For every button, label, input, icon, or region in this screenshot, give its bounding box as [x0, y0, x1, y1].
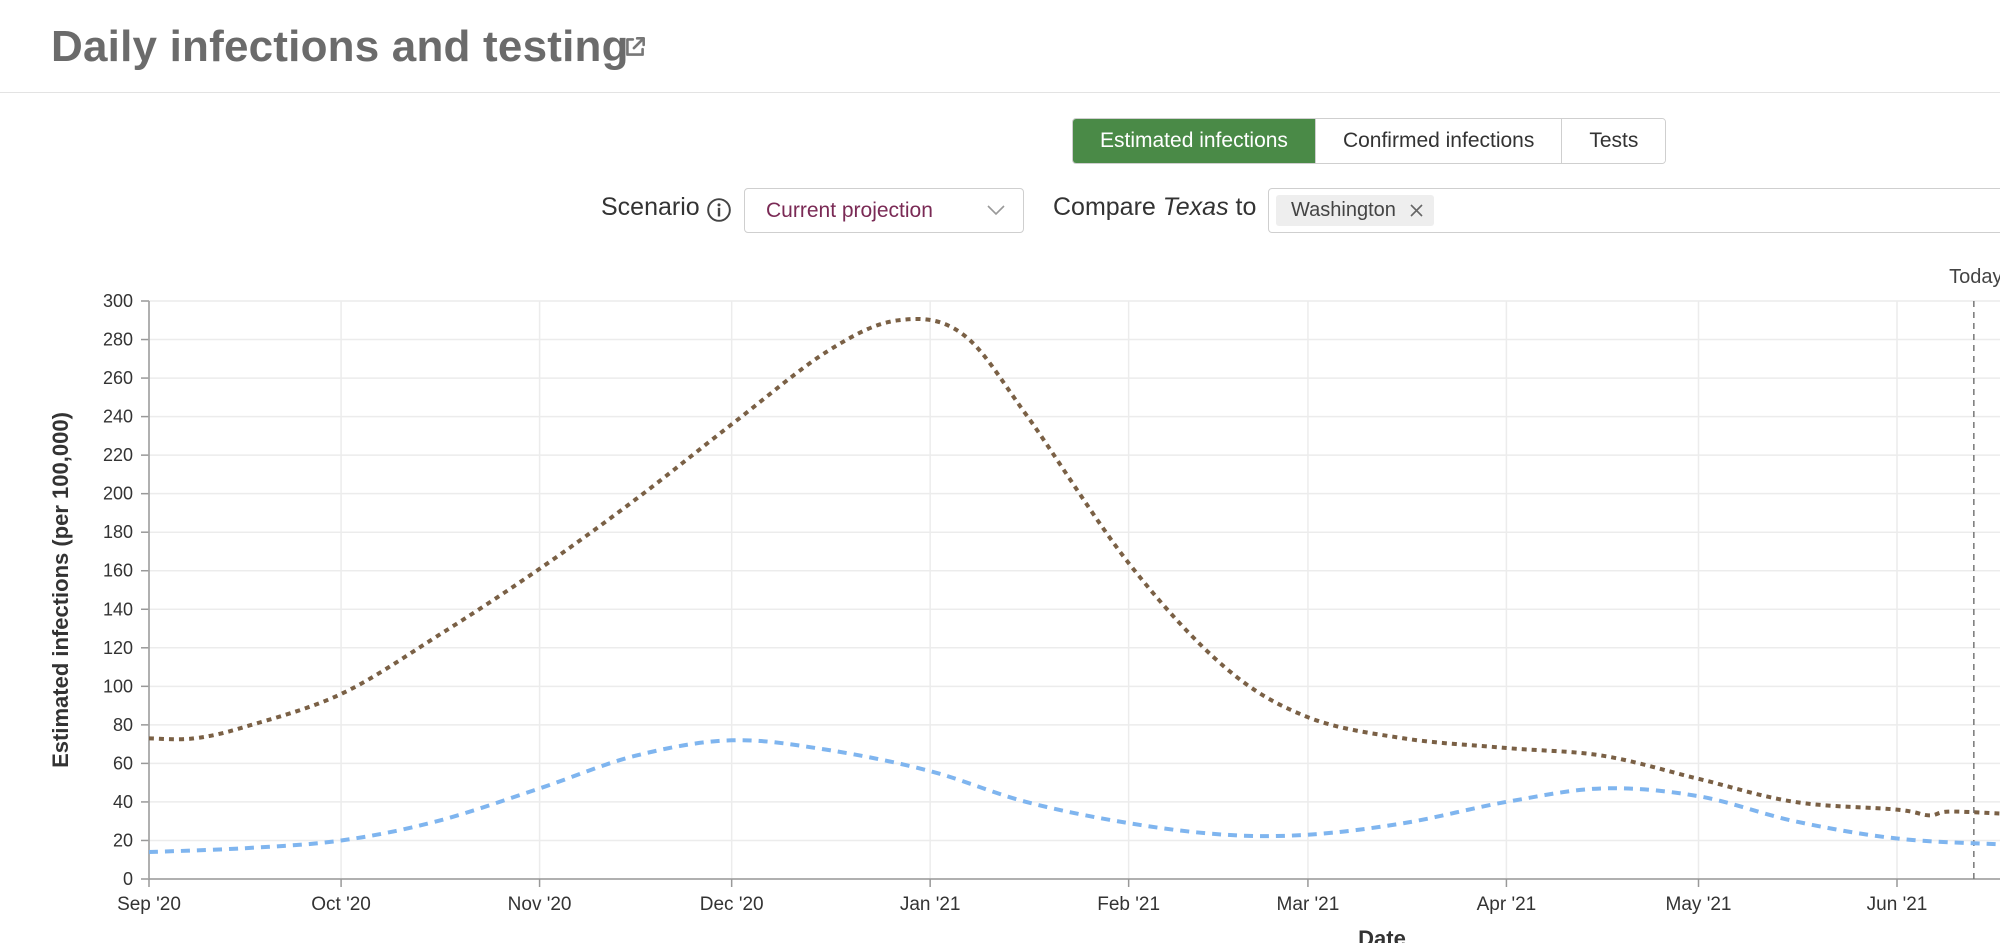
tab-estimated-infections[interactable]: Estimated infections	[1073, 119, 1316, 163]
y-tick-label: 280	[103, 330, 133, 350]
y-tick-label: 0	[123, 869, 133, 889]
x-tick-label: Jan '21	[900, 894, 961, 915]
y-tick-label: 60	[113, 753, 133, 773]
today-marker-label: Today	[1949, 266, 2000, 288]
close-icon[interactable]	[1409, 203, 1424, 218]
page-title: Daily infections and testing	[51, 22, 629, 71]
y-tick-label: 220	[103, 445, 133, 465]
metric-tabs: Estimated infections Confirmed infection…	[1072, 118, 1667, 164]
info-icon[interactable]	[706, 197, 732, 223]
x-tick-label: Jun '21	[1867, 894, 1928, 915]
series-line-texas	[148, 317, 2000, 818]
x-tick-label: Nov '20	[508, 894, 572, 915]
y-tick-label: 240	[103, 407, 133, 427]
scenario-label: Scenario	[601, 193, 700, 221]
compare-locations-input[interactable]: Washington	[1268, 188, 2000, 233]
x-tick-label: Apr '21	[1477, 894, 1537, 915]
y-tick-label: 160	[103, 561, 133, 581]
x-tick-label: Sep '20	[117, 894, 181, 915]
tab-confirmed-infections[interactable]: Confirmed infections	[1315, 119, 1563, 163]
x-tick-label: May '21	[1666, 894, 1732, 915]
compare-prefix: Compare	[1053, 193, 1156, 221]
tab-tests[interactable]: Tests	[1562, 119, 1666, 163]
compare-suffix: to	[1235, 193, 1257, 221]
series-line-washington	[148, 738, 2000, 854]
y-axis-title: Estimated infections (per 100,000)	[48, 412, 73, 768]
y-tick-label: 80	[113, 715, 133, 735]
y-tick-label: 120	[103, 638, 133, 658]
y-tick-label: 200	[103, 484, 133, 504]
scenario-value: Current projection	[766, 199, 933, 222]
y-tick-label: 20	[113, 830, 133, 850]
y-tick-label: 300	[103, 291, 133, 311]
external-link-icon[interactable]	[622, 34, 648, 60]
compare-location: Texas	[1162, 193, 1229, 221]
compare-label: Compare Texas to	[1053, 193, 1256, 222]
chevron-down-icon	[987, 205, 1005, 216]
x-tick-label: Oct '20	[311, 894, 371, 915]
scenario-select[interactable]: Current projection	[744, 188, 1024, 233]
y-tick-label: 100	[103, 676, 133, 696]
y-tick-label: 40	[113, 792, 133, 812]
location-chip[interactable]: Washington	[1276, 195, 1434, 226]
y-tick-label: 180	[103, 522, 133, 542]
infections-chart: 0 20 40 60 80 100 120 140 160 180 200 220 240 260 280 3…	[48, 266, 2000, 943]
chip-label: Washington	[1291, 199, 1396, 221]
y-tick-label: 260	[103, 368, 133, 388]
x-tick-label: Dec '20	[700, 894, 764, 915]
x-axis-title: Date	[1358, 926, 1406, 943]
page-header: Daily infections and testing	[0, 0, 2000, 93]
x-tick-label: Feb '21	[1097, 894, 1160, 915]
y-tick-label: 140	[103, 599, 133, 619]
x-tick-label: Mar '21	[1277, 894, 1340, 915]
